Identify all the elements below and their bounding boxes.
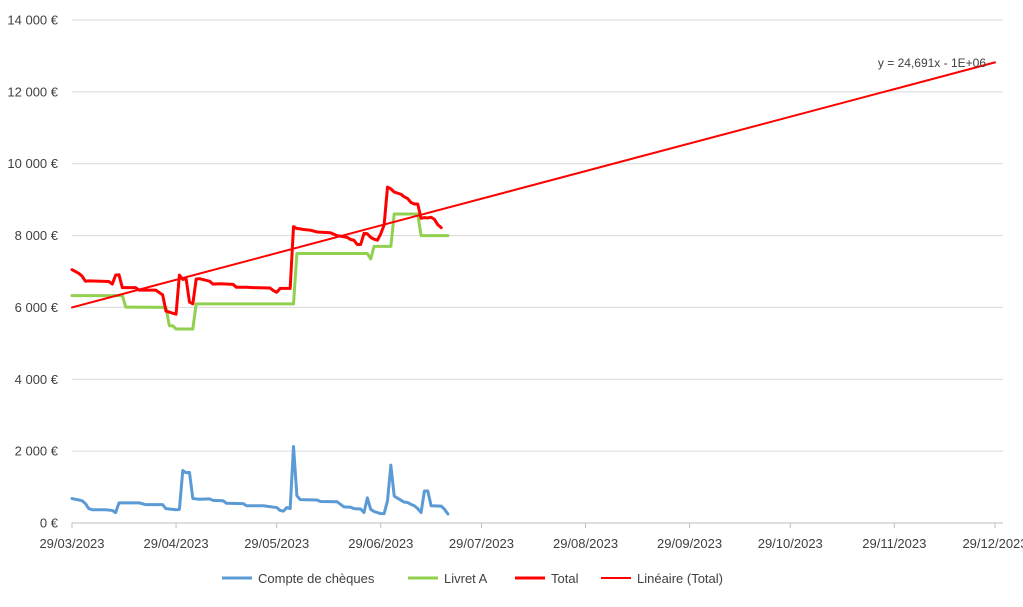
axes [71, 522, 1003, 528]
x-tick-label: 29/09/2023 [657, 536, 722, 551]
legend-label: Livret A [444, 571, 488, 586]
trendline-total [71, 61, 996, 309]
y-tick-label: 8 000 € [15, 228, 59, 243]
series-line-total [70, 185, 443, 316]
y-tick-label: 6 000 € [15, 300, 59, 315]
y-tick-label: 0 € [40, 516, 59, 531]
x-tick-label: 29/10/2023 [758, 536, 823, 551]
legend-item: Linéaire (Total) [601, 571, 723, 586]
legend-label: Compte de chèques [258, 571, 375, 586]
legend-item: Livret A [408, 571, 488, 586]
gridlines [72, 19, 1003, 452]
x-tick-label: 29/07/2023 [449, 536, 514, 551]
trendline-equation: y = 24,691x - 1E+06 [878, 56, 986, 70]
y-tick-label: 10 000 € [7, 156, 58, 171]
plot-series [70, 61, 996, 516]
y-tick-label: 4 000 € [15, 372, 59, 387]
x-tick-label: 29/11/2023 [862, 536, 926, 551]
legend-item: Total [515, 571, 579, 586]
legend: Compte de chèques Livret A Total Linéaire (… [222, 571, 723, 586]
legend-item: Compte de chèques [222, 571, 375, 586]
x-tick-label: 29/06/2023 [348, 536, 413, 551]
y-tick-label: 14 000 € [7, 13, 58, 28]
y-tick-label: 12 000 € [7, 84, 58, 99]
tick-labels: 0 € 2 000 € 4 000 € 6 000 € 8 000 € 10 000 € 1… [7, 13, 1023, 552]
series-line-compte-de-cheques [70, 444, 450, 516]
x-tick-label: 29/08/2023 [553, 536, 618, 551]
x-tick-label: 29/12/2023 [962, 536, 1023, 551]
x-tick-label: 29/04/2023 [144, 536, 209, 551]
legend-label: Linéaire (Total) [637, 571, 723, 586]
x-tick-label: 29/03/2023 [39, 536, 104, 551]
y-tick-label: 2 000 € [15, 444, 59, 459]
x-tick-label: 29/05/2023 [244, 536, 309, 551]
legend-label: Total [551, 571, 579, 586]
